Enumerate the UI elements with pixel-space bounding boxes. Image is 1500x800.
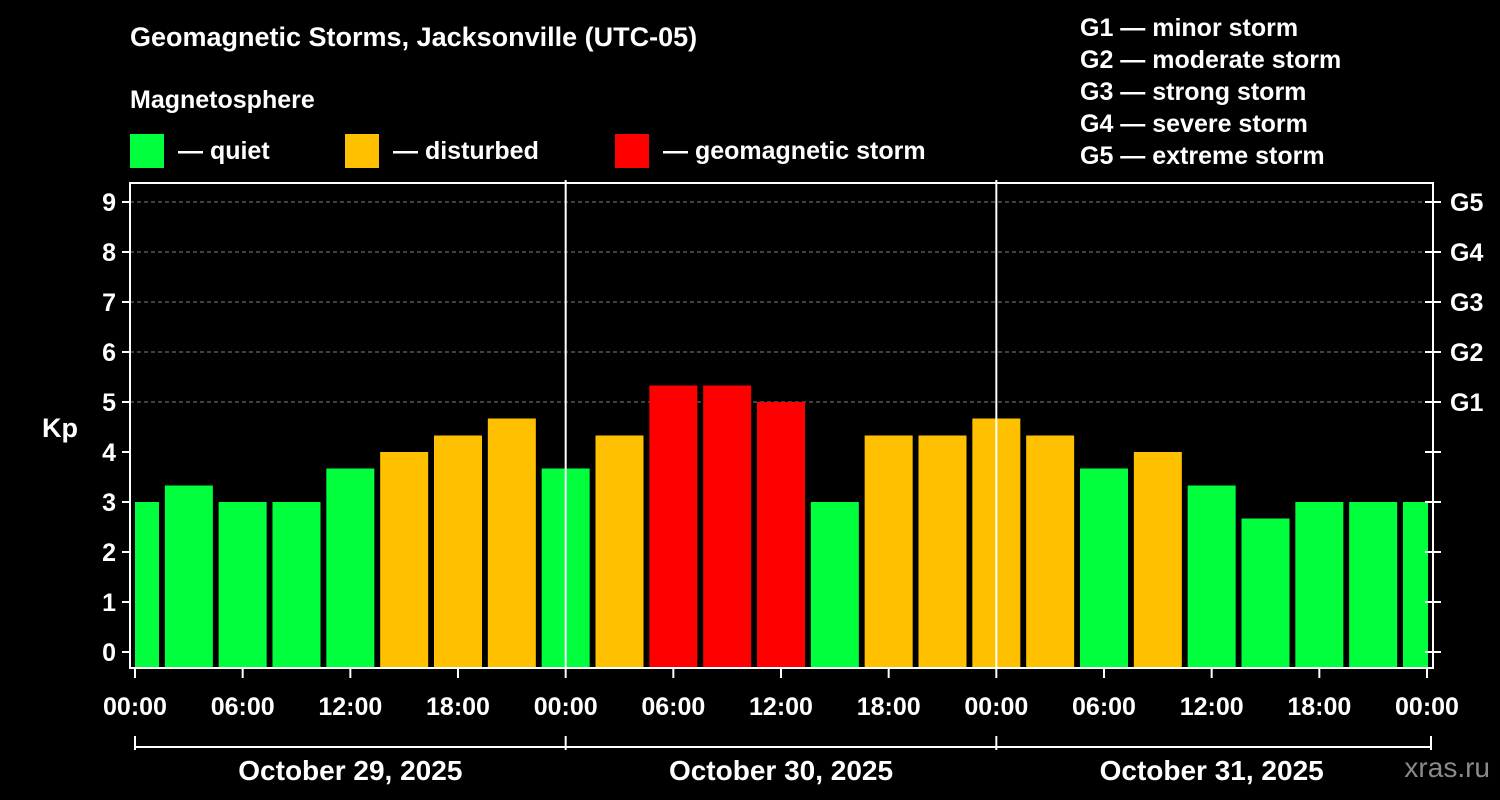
kp-bar-disturbed bbox=[1133, 452, 1182, 668]
y-tick-label: 0 bbox=[102, 639, 116, 667]
x-tick-label: 00:00 bbox=[1395, 693, 1459, 721]
g-tick-label: G1 bbox=[1450, 389, 1483, 417]
x-tick-label: 12:00 bbox=[1180, 693, 1244, 721]
y-tick-label: 6 bbox=[102, 339, 116, 367]
y-axis-label: Kp bbox=[42, 413, 78, 443]
x-tick-label: 12:00 bbox=[749, 693, 813, 721]
chart-title: Geomagnetic Storms, Jacksonville (UTC-05… bbox=[130, 22, 698, 52]
g-tick-label: G5 bbox=[1450, 189, 1483, 217]
kp-bar-storm bbox=[649, 385, 698, 668]
y-tick-label: 7 bbox=[102, 289, 116, 317]
legend-item-storm: — geomagnetic storm bbox=[615, 134, 926, 168]
g-level-item: G4 — severe storm bbox=[1080, 110, 1308, 138]
kp-bar-quiet bbox=[218, 502, 267, 668]
day-label: October 31, 2025 bbox=[1100, 755, 1324, 786]
g-level-item: G2 — moderate storm bbox=[1080, 46, 1342, 74]
x-tick-label: 00:00 bbox=[534, 693, 598, 721]
g-tick-label: G4 bbox=[1450, 239, 1483, 267]
y-tick-label: 9 bbox=[102, 189, 116, 217]
x-tick-label: 00:00 bbox=[103, 693, 167, 721]
kp-bar-disturbed bbox=[1026, 435, 1075, 668]
legend-swatch-storm bbox=[615, 134, 649, 168]
x-tick-label: 12:00 bbox=[318, 693, 382, 721]
legend-label-storm: — geomagnetic storm bbox=[663, 136, 926, 165]
day-label: October 29, 2025 bbox=[238, 755, 462, 786]
kp-bar-quiet bbox=[326, 468, 375, 668]
g-tick-label: G2 bbox=[1450, 339, 1483, 367]
day-label: October 30, 2025 bbox=[669, 755, 893, 786]
kp-bar-disturbed bbox=[864, 435, 913, 668]
g-level-item: G1 — minor storm bbox=[1080, 14, 1299, 42]
x-tick-label: 18:00 bbox=[426, 693, 490, 721]
y-tick-label: 5 bbox=[102, 389, 116, 417]
y-tick-label: 1 bbox=[102, 589, 116, 617]
y-tick-label: 2 bbox=[102, 539, 116, 567]
legend-item-quiet: — quiet bbox=[130, 134, 270, 168]
g-level-item: G5 — extreme storm bbox=[1080, 142, 1325, 170]
legend-item-disturbed: — disturbed bbox=[345, 134, 539, 168]
legend-label-quiet: — quiet bbox=[178, 136, 270, 165]
kp-bar-quiet bbox=[810, 502, 859, 668]
x-tick-label: 06:00 bbox=[641, 693, 705, 721]
kp-bar-quiet bbox=[1241, 518, 1290, 668]
kp-bar-quiet bbox=[272, 502, 321, 668]
kp-bar-storm bbox=[757, 402, 805, 668]
legend-heading: Magnetosphere bbox=[130, 86, 315, 114]
watermark: xras.ru bbox=[1404, 752, 1490, 783]
kp-bar-disturbed bbox=[380, 452, 429, 668]
kp-bar-quiet bbox=[1295, 502, 1344, 668]
g-tick-label: G3 bbox=[1450, 289, 1483, 317]
legend-swatch-quiet bbox=[130, 134, 164, 168]
y-tick-label: 4 bbox=[102, 439, 116, 467]
kp-bar-quiet bbox=[1187, 485, 1236, 668]
legend-swatch-disturbed bbox=[345, 134, 379, 168]
kp-bar-quiet bbox=[164, 485, 213, 668]
kp-bar-storm bbox=[703, 385, 752, 668]
kp-bar-disturbed bbox=[595, 435, 644, 668]
g-level-item: G3 — strong storm bbox=[1080, 78, 1307, 106]
kp-bar-quiet bbox=[1403, 502, 1428, 668]
x-tick-label: 18:00 bbox=[857, 693, 921, 721]
kp-bar-disturbed bbox=[434, 435, 482, 668]
kp-bar-quiet bbox=[135, 502, 159, 668]
x-tick-label: 06:00 bbox=[211, 693, 275, 721]
g-level-legend: G1 — minor storm G2 — moderate storm G3 … bbox=[1080, 12, 1341, 172]
kp-bar-disturbed bbox=[487, 418, 536, 668]
kp-bar-disturbed bbox=[918, 435, 967, 668]
kp-bar-quiet bbox=[1080, 468, 1128, 668]
x-tick-label: 00:00 bbox=[964, 693, 1028, 721]
x-tick-label: 18:00 bbox=[1287, 693, 1351, 721]
y-tick-label: 3 bbox=[102, 489, 116, 517]
x-tick-label: 06:00 bbox=[1072, 693, 1136, 721]
kp-bar-quiet bbox=[1349, 502, 1398, 668]
legend-label-disturbed: — disturbed bbox=[393, 136, 539, 165]
y-tick-label: 8 bbox=[102, 239, 116, 267]
